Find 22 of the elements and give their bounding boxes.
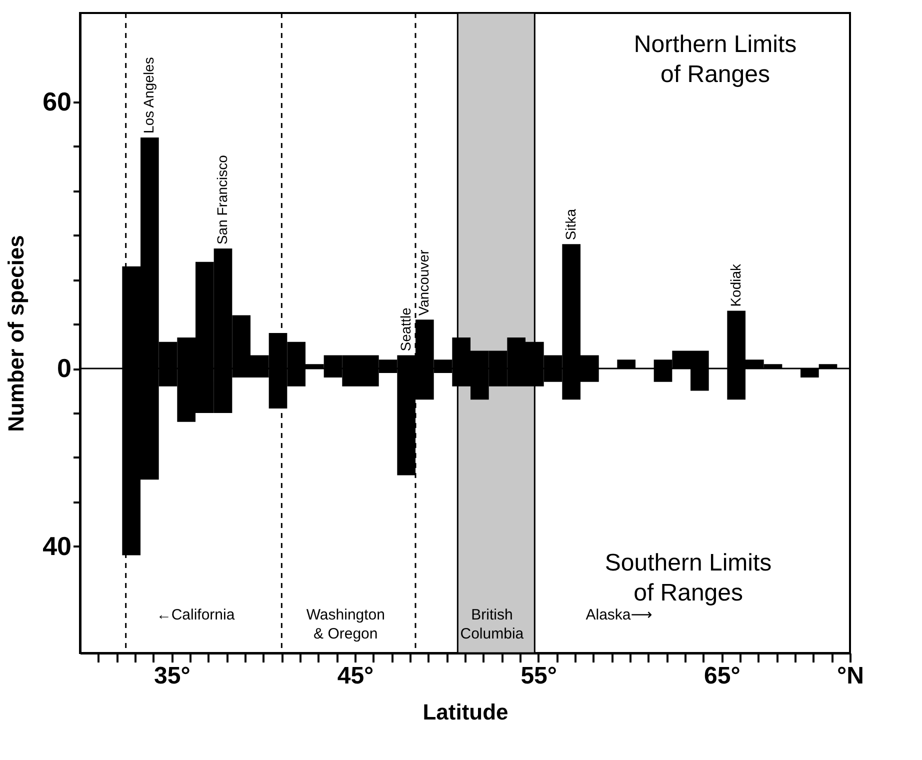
y-tick-label: 0	[57, 353, 72, 384]
annotation: Sitka	[562, 208, 578, 240]
annotation: Southern Limits of Ranges	[604, 549, 772, 606]
x-tick-label: 45°	[337, 662, 374, 690]
annotation: Los Angeles	[140, 57, 157, 134]
annotation: Vancouver	[416, 249, 432, 316]
annotation: ←California	[156, 606, 236, 624]
x-tick-label: °N	[837, 662, 864, 690]
annotation: British Columbia	[460, 606, 524, 642]
annotation: Kodiak	[727, 262, 744, 307]
y-tick-label: 40	[42, 530, 72, 561]
x-tick-label: 65°	[704, 662, 740, 690]
annotation: Northern Limits of Ranges	[634, 31, 797, 88]
y-axis-title: Number of species	[4, 235, 29, 432]
annotation: Seattle	[397, 307, 414, 352]
x-tick-label: 35°	[154, 662, 190, 690]
x-axis-title: Latitude	[422, 700, 508, 724]
y-tick-label: 60	[42, 86, 72, 116]
annotation: Alaska⟶	[586, 606, 652, 624]
annotation: San Francisco	[214, 154, 230, 245]
annotation: Washington & Oregon	[306, 606, 385, 642]
x-tick-label: 55°	[520, 662, 557, 690]
